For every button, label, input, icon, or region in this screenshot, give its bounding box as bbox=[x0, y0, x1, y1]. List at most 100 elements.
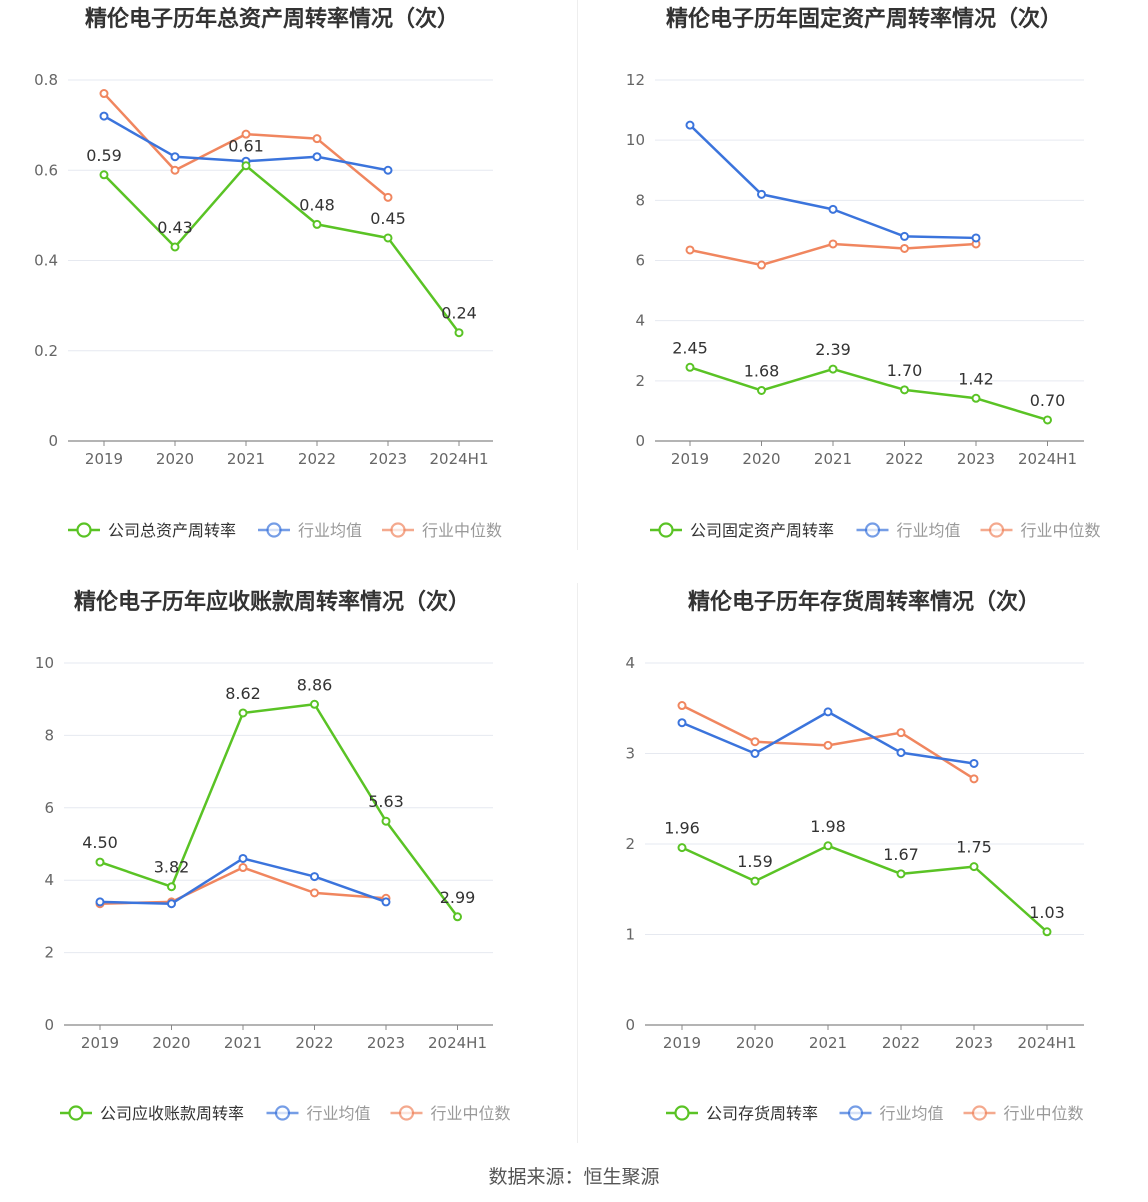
data-label: 1.96 bbox=[664, 819, 700, 838]
data-point-average bbox=[757, 189, 766, 199]
x-tick-label: 2020 bbox=[736, 1034, 774, 1052]
data-point-company bbox=[896, 869, 906, 879]
data-label: 1.75 bbox=[956, 838, 992, 857]
legend-item-company: 公司总资产周转率 bbox=[68, 521, 236, 540]
y-tick-label: 0 bbox=[625, 1016, 635, 1034]
y-tick-label: 0.6 bbox=[34, 161, 58, 179]
x-tick-label: 2021 bbox=[224, 1034, 262, 1052]
legend-label: 行业中位数 bbox=[1021, 521, 1101, 540]
data-point-average bbox=[170, 152, 180, 162]
y-tick-label: 4 bbox=[44, 871, 54, 889]
legend-marker bbox=[266, 522, 282, 538]
y-tick-label: 0.2 bbox=[34, 342, 58, 360]
data-label: 8.86 bbox=[297, 675, 333, 694]
data-point-company bbox=[454, 328, 464, 338]
data-label: 1.03 bbox=[1029, 903, 1065, 922]
y-tick-label: 0 bbox=[635, 432, 645, 450]
x-tick-label: 2024H1 bbox=[1018, 450, 1077, 468]
chart-2: 精伦电子历年固定资产周转率情况（次） 0 2 4 6 8 10 12 2019 2020 2021 2… bbox=[626, 6, 1101, 540]
legend-item-average: 行业均值 bbox=[839, 1104, 944, 1123]
x-tick-label: 2023 bbox=[369, 450, 407, 468]
legend-item-company: 公司应收账款周转率 bbox=[60, 1104, 244, 1123]
data-label: 0.45 bbox=[370, 209, 406, 228]
data-point-average bbox=[310, 872, 319, 882]
x-tick-label: 2024H1 bbox=[428, 1034, 487, 1052]
data-point-average bbox=[95, 897, 105, 907]
data-label: 2.45 bbox=[672, 338, 708, 357]
y-tick-label: 6 bbox=[44, 799, 54, 817]
data-point-company bbox=[170, 242, 180, 252]
y-tick-label: 8 bbox=[635, 191, 645, 209]
data-point-company bbox=[95, 857, 105, 867]
x-tick-label: 2023 bbox=[955, 1034, 993, 1052]
legend-label: 行业中位数 bbox=[422, 521, 502, 540]
data-point-company bbox=[167, 882, 176, 892]
chart-title: 精伦电子历年应收账款周转率情况（次） bbox=[74, 589, 470, 615]
vertical-divider-top bbox=[577, 0, 578, 550]
y-tick-label: 0.8 bbox=[34, 71, 58, 89]
data-point-average bbox=[750, 749, 760, 758]
y-tick-label: 0 bbox=[44, 1016, 54, 1034]
x-tick-label: 2021 bbox=[814, 450, 852, 468]
data-point-company bbox=[828, 364, 838, 374]
y-tick-label: 0.4 bbox=[34, 252, 58, 270]
data-point-company bbox=[685, 362, 695, 372]
chart-1: 精伦电子历年总资产周转率情况（次） 0 0.2 0.4 0.6 0.8 2019 2020 20… bbox=[34, 6, 502, 540]
legend-label: 公司应收账款周转率 bbox=[100, 1104, 244, 1123]
legend-item-median: 行业中位数 bbox=[980, 521, 1101, 540]
legend-label: 行业中位数 bbox=[1004, 1104, 1084, 1123]
data-label: 1.70 bbox=[887, 361, 923, 380]
data-label: 2.39 bbox=[815, 340, 851, 359]
data-point-company bbox=[971, 393, 981, 403]
data-point-company bbox=[99, 170, 109, 180]
y-tick-label: 2 bbox=[625, 835, 635, 853]
legend-marker bbox=[68, 1105, 84, 1121]
x-tick-label: 2024H1 bbox=[430, 450, 489, 468]
legend-marker bbox=[864, 522, 881, 538]
y-tick-label: 2 bbox=[44, 944, 54, 962]
legend-label: 行业中位数 bbox=[431, 1104, 511, 1123]
chart-title: 精伦电子历年总资产周转率情况（次） bbox=[85, 6, 459, 32]
series-line-company bbox=[689, 366, 1048, 422]
legend-marker bbox=[658, 522, 674, 538]
y-tick-label: 4 bbox=[635, 312, 645, 330]
x-tick-label: 2019 bbox=[81, 1034, 119, 1052]
data-point-company bbox=[750, 876, 760, 886]
data-label: 8.62 bbox=[225, 684, 261, 703]
data-point-average bbox=[900, 231, 909, 241]
legend-item-median: 行业中位数 bbox=[963, 1104, 1084, 1123]
y-tick-label: 8 bbox=[44, 726, 54, 744]
data-point-average bbox=[99, 111, 109, 121]
data-point-company bbox=[381, 816, 391, 826]
x-tick-label: 2022 bbox=[298, 450, 336, 468]
legend-marker bbox=[971, 1105, 988, 1121]
legend-item-median: 行业中位数 bbox=[390, 1104, 511, 1123]
legend-label: 公司总资产周转率 bbox=[108, 521, 236, 540]
data-point-average bbox=[677, 718, 687, 728]
data-point-median bbox=[685, 245, 695, 255]
data-point-company bbox=[238, 708, 248, 718]
chart-3: 精伦电子历年应收账款周转率情况（次） 0 2 4 6 8 10 2019 2020 2021 202… bbox=[35, 589, 511, 1123]
y-tick-label: 10 bbox=[35, 654, 54, 672]
series-line-company bbox=[103, 164, 461, 334]
legend-item-average: 行业均值 bbox=[266, 1104, 371, 1123]
data-point-average bbox=[312, 152, 322, 162]
data-point-average bbox=[969, 758, 979, 768]
data-point-average bbox=[828, 204, 838, 214]
data-point-average bbox=[383, 165, 393, 175]
data-point-median bbox=[757, 260, 766, 270]
data-point-company bbox=[383, 233, 393, 243]
data-label: 5.63 bbox=[368, 792, 404, 811]
data-point-company bbox=[312, 219, 322, 229]
chart-title: 精伦电子历年固定资产周转率情况（次） bbox=[666, 6, 1062, 32]
legend-item-company: 公司固定资产周转率 bbox=[650, 521, 834, 540]
data-point-company bbox=[1043, 415, 1052, 425]
x-tick-label: 2019 bbox=[85, 450, 123, 468]
x-tick-label: 2020 bbox=[742, 450, 780, 468]
data-point-company bbox=[757, 385, 766, 395]
x-tick-label: 2022 bbox=[295, 1034, 333, 1052]
data-point-average bbox=[238, 853, 248, 863]
legend-item-average: 行业均值 bbox=[856, 521, 961, 540]
legend-marker bbox=[847, 1105, 864, 1121]
data-label: 0.24 bbox=[441, 304, 477, 323]
